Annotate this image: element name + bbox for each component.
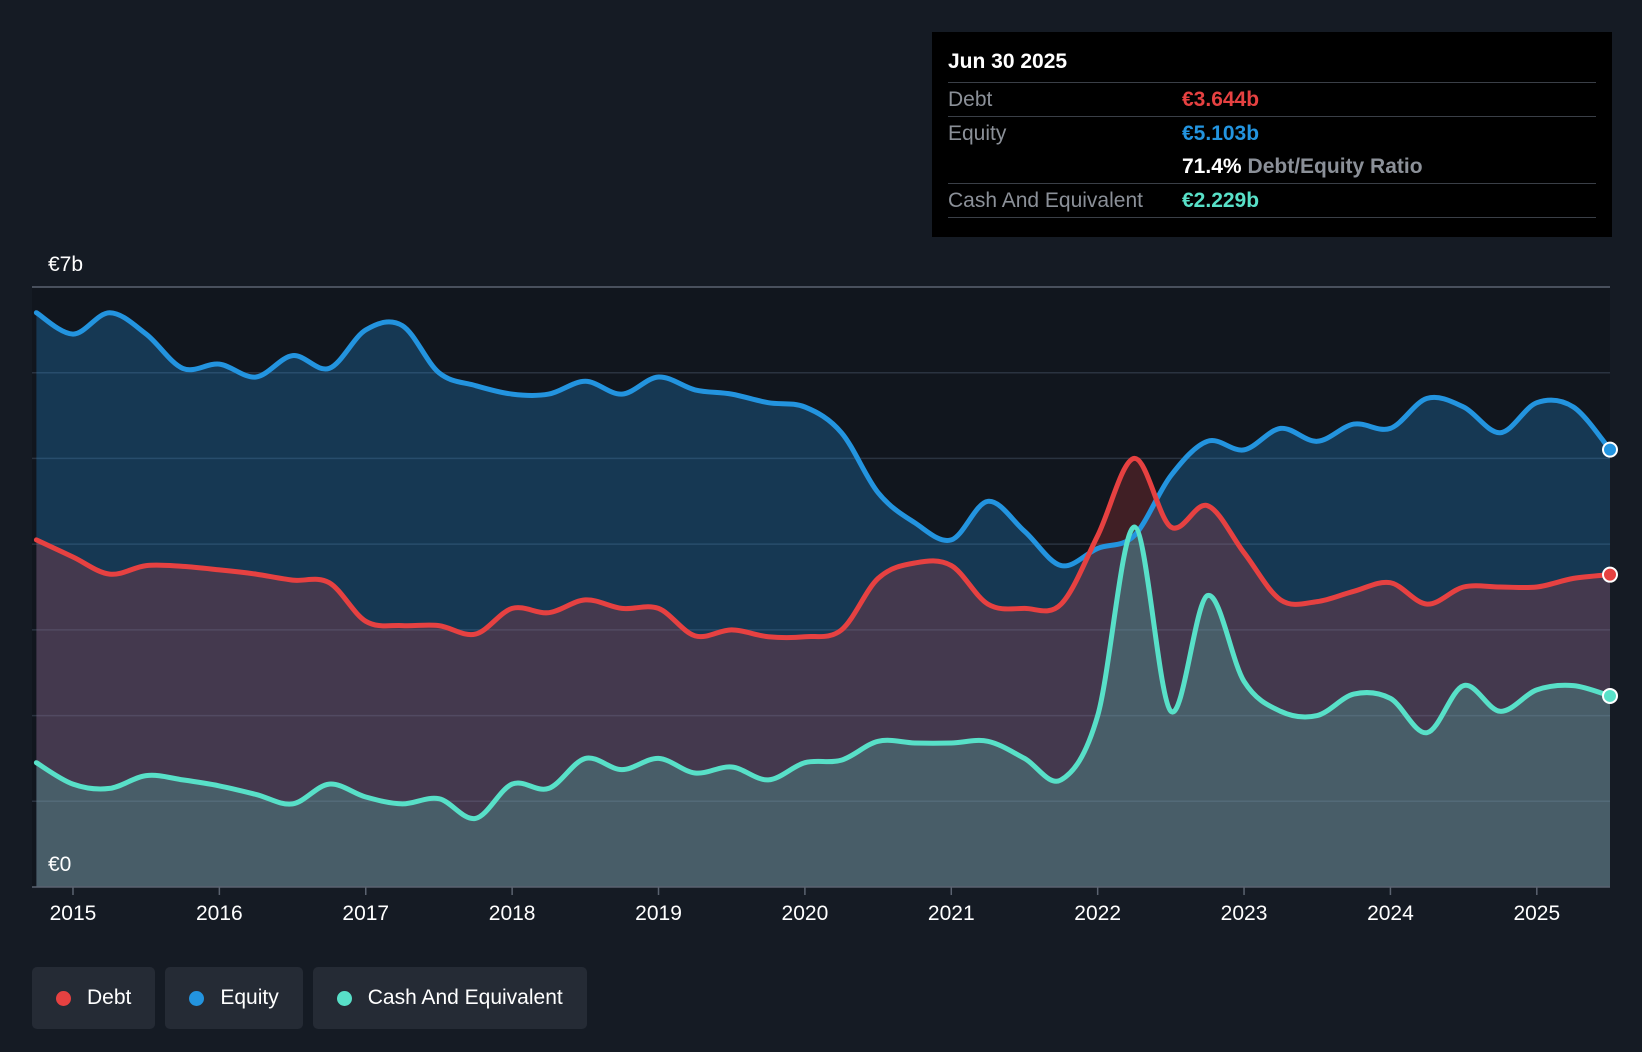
legend-label-equity: Equity (220, 986, 279, 1009)
x-tick-label: 2015 (50, 902, 97, 925)
tooltip-equity-label: Equity (948, 121, 1007, 145)
x-tick-label: 2018 (489, 902, 536, 925)
tooltip: Jun 30 2025 Debt €3.644b Equity €5.103b … (932, 32, 1612, 237)
y-tick-label: €7b (48, 253, 83, 276)
equity-line (33, 310, 1613, 569)
x-tick-label: 2022 (1074, 902, 1121, 925)
axes: €7b €0 2015 2016 2017 2018 2019 2020 2021 2022 202… (32, 253, 1610, 925)
x-tick-label: 2019 (635, 902, 682, 925)
tooltip-cash-label: Cash And Equivalent (948, 188, 1143, 212)
equity-end-marker[interactable] (1602, 441, 1618, 458)
x-tick-label: 2024 (1367, 902, 1414, 925)
legend-label-cash: Cash And Equivalent (367, 986, 563, 1009)
plot-background (32, 287, 1610, 887)
debt-area (36, 458, 1610, 887)
tooltip-equity-value: €5.103b (1182, 121, 1260, 145)
tooltip-ratio-label: Debt/Equity Ratio (1247, 154, 1423, 178)
series-areas (36, 312, 1610, 887)
tooltip-row-cash: Cash And Equivalent €2.229b (948, 183, 1596, 218)
debt-dot-icon (56, 990, 71, 1006)
series-lines (33, 310, 1613, 821)
x-tick-label: 2017 (342, 902, 389, 925)
x-tick-label: 2025 (1513, 902, 1560, 925)
tooltip-row-equity: Equity €5.103b (948, 116, 1596, 150)
tooltip-debt-value: €3.644b (1182, 87, 1260, 111)
tooltip-row-debt: Debt €3.644b (948, 82, 1596, 116)
end-markers[interactable] (1602, 441, 1618, 704)
tooltip-ratio-value: 71.4% (1182, 154, 1242, 178)
x-tick-label: 2021 (928, 902, 975, 925)
equity-area (36, 312, 1610, 887)
tooltip-date: Jun 30 2025 (948, 50, 1068, 73)
debt-end-marker[interactable] (1602, 566, 1618, 583)
legend-item-cash[interactable]: Cash And Equivalent (312, 967, 587, 1029)
legend-label-debt: Debt (87, 986, 132, 1009)
cash-and-equivalent-end-marker[interactable] (1602, 687, 1618, 704)
tooltip-cash-value: €2.229b (1182, 188, 1260, 212)
cash-dot-icon (336, 990, 352, 1006)
cash-and-equivalent-area (36, 526, 1610, 887)
legend: Debt Equity Cash And Equivalent (32, 967, 587, 1029)
legend-item-equity[interactable]: Equity (165, 967, 303, 1029)
tooltip-debt-label: Debt (948, 87, 993, 111)
x-tick-label: 2023 (1221, 902, 1268, 925)
legend-item-debt[interactable]: Debt (32, 967, 156, 1029)
tooltip-row-ratio: 71.4% Debt/Equity Ratio (948, 150, 1596, 183)
x-tick-label: 2016 (196, 902, 243, 925)
equity-dot-icon (189, 990, 205, 1006)
y-tick-label: €0 (48, 853, 71, 876)
cash-and-equivalent-line (33, 524, 1613, 821)
debt-line (33, 455, 1613, 641)
x-tick-label: 2020 (782, 902, 829, 925)
